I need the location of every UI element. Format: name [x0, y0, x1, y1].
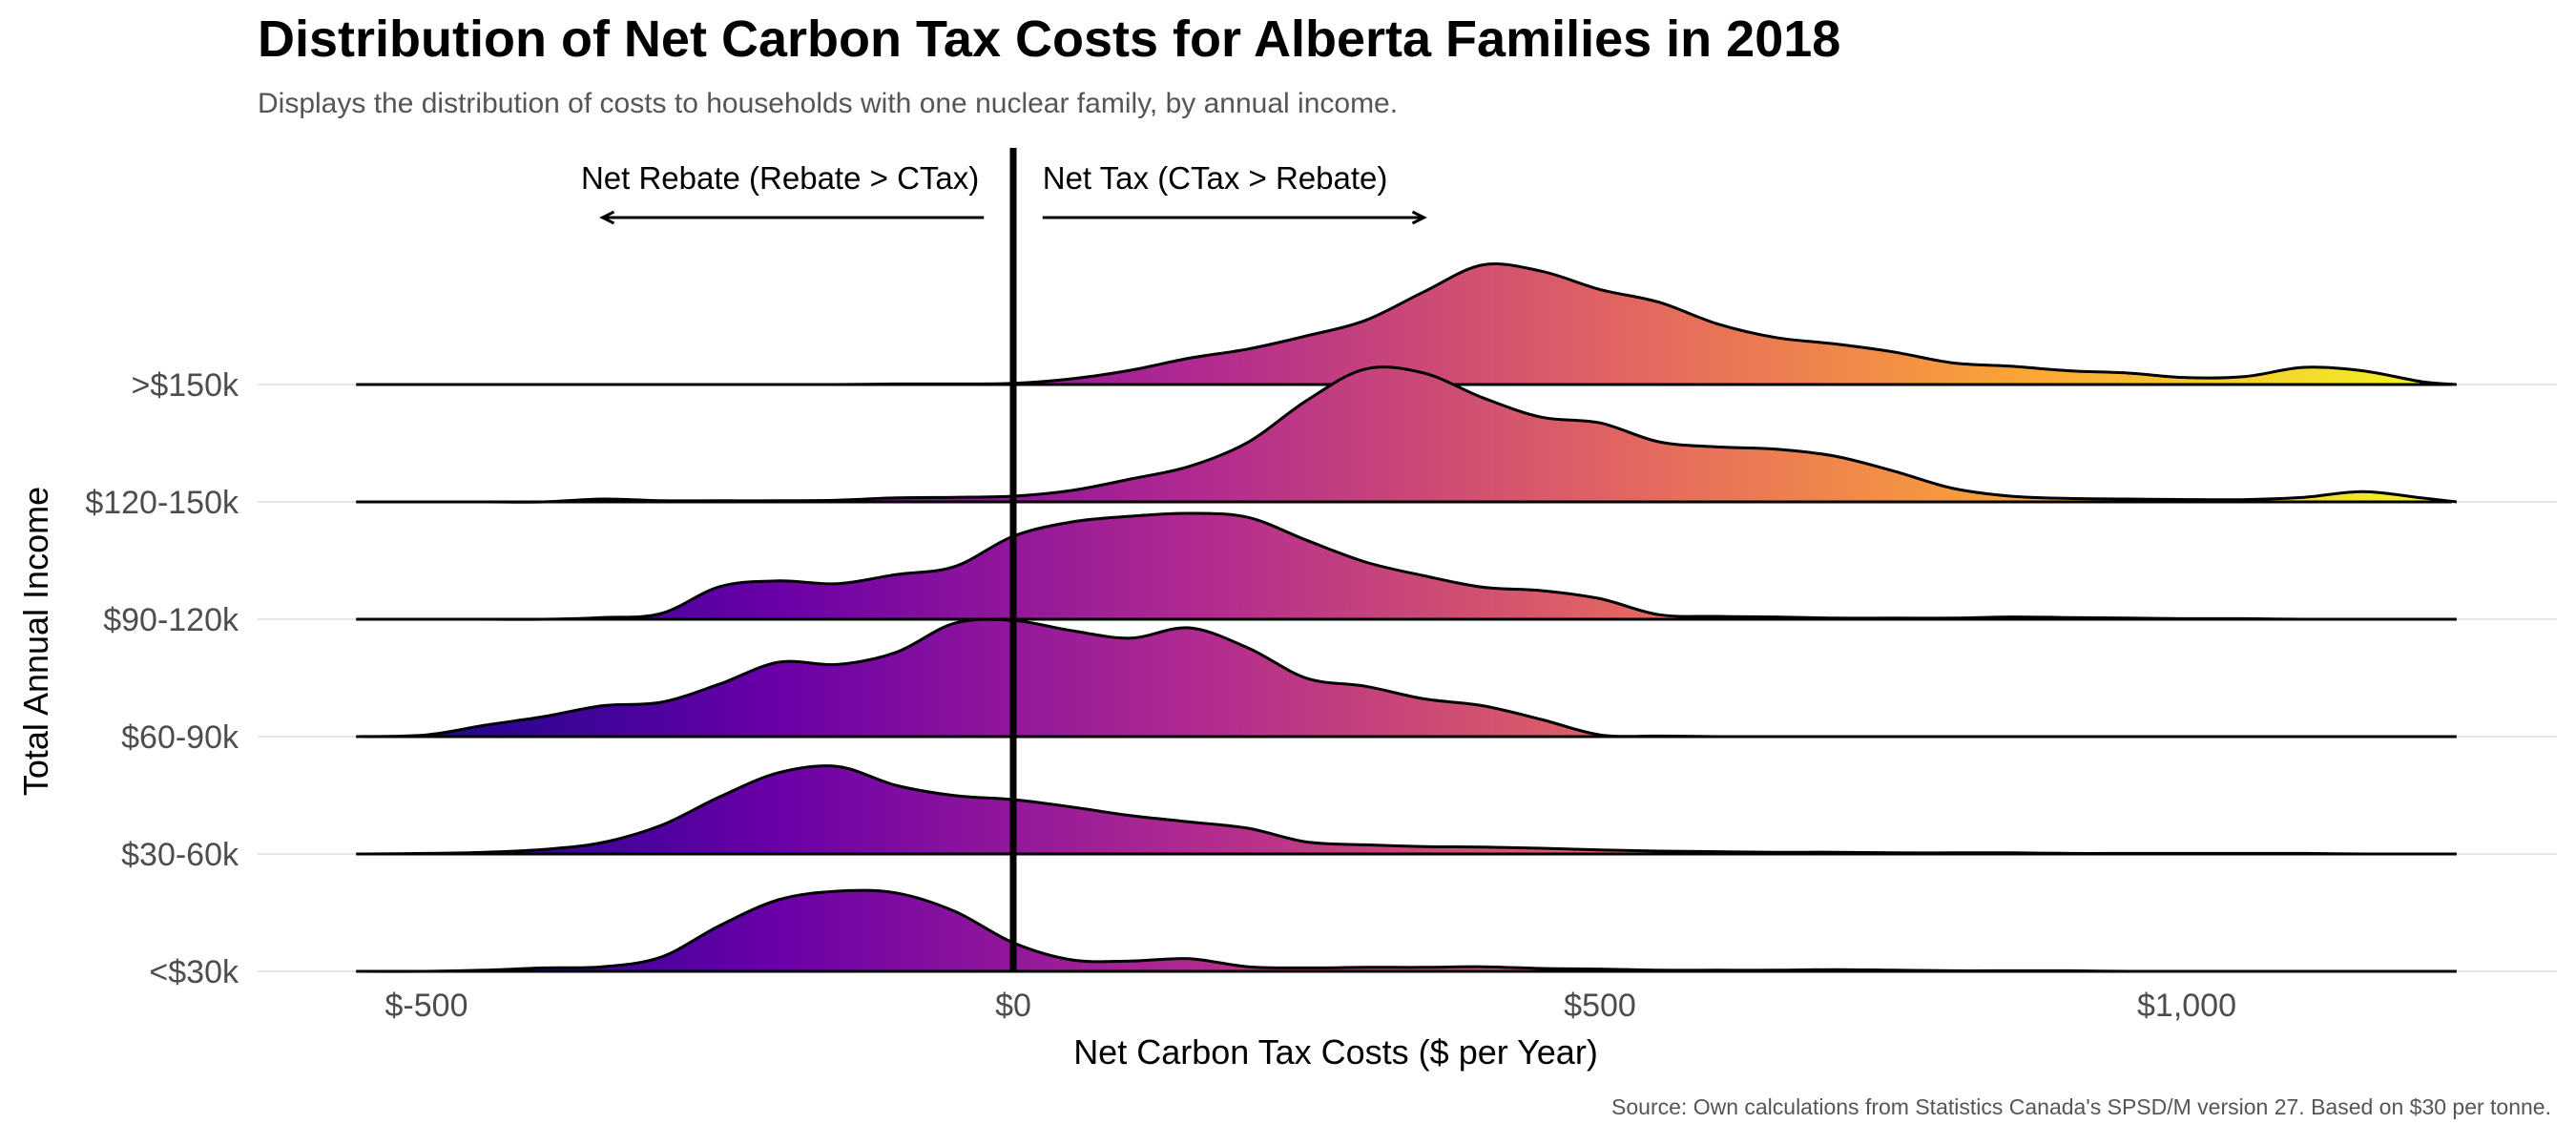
chart-caption: Source: Own calculations from Statistics… [1611, 1094, 2551, 1119]
net-rebate-label: Net Rebate (Rebate > CTax) [581, 160, 979, 196]
net-rebate-arrow [599, 210, 985, 225]
x-tick-label: $-500 [385, 988, 468, 1024]
y-tick-label: >$150k [132, 367, 239, 404]
ridge-fill [356, 765, 2457, 855]
ridge-fill [356, 263, 2457, 385]
ridge-30-60k [356, 764, 2457, 856]
axis-layer: >$150k $120-150k $90-120k $60-90k $30-60k <$3… [16, 367, 2236, 1072]
y-tick-label: $120-150k [85, 485, 239, 521]
x-tick-label: $1,000 [2137, 988, 2236, 1024]
chart-title: Distribution of Net Carbon Tax Costs for… [258, 10, 1841, 68]
ridge-fill [356, 619, 2457, 738]
y-tick-label: $30-60k [121, 837, 239, 873]
ridge-layer [356, 262, 2458, 973]
x-tick-label: $0 [995, 988, 1031, 1024]
annotation-layer: Net Rebate (Rebate > CTax) Net Tax (CTax … [581, 148, 1427, 971]
ridge-fill [356, 366, 2457, 503]
ridge-90-120k [356, 511, 2457, 621]
ridge-30k [356, 888, 2457, 973]
ridge-60-90k [356, 617, 2457, 739]
ridge-fill [356, 512, 2457, 620]
y-axis-title: Total Annual Income [16, 487, 55, 796]
ridge-fill [356, 890, 2457, 972]
y-tick-label: $90-120k [103, 602, 239, 638]
x-axis-title: Net Carbon Tax Costs ($ per Year) [1073, 1032, 1598, 1072]
x-tick-label: $500 [1564, 988, 1636, 1024]
ridge-150k [356, 262, 2458, 386]
y-tick-label: $60-90k [121, 719, 239, 756]
ridge-120-150k [356, 365, 2458, 504]
arrow-head [599, 210, 615, 225]
net-tax-arrow [1042, 210, 1427, 225]
chart-subtitle: Displays the distribution of costs to ho… [258, 88, 1399, 119]
arrow-head [1411, 210, 1427, 225]
net-tax-label: Net Tax (CTax > Rebate) [1043, 160, 1388, 196]
y-tick-label: <$30k [149, 954, 239, 990]
